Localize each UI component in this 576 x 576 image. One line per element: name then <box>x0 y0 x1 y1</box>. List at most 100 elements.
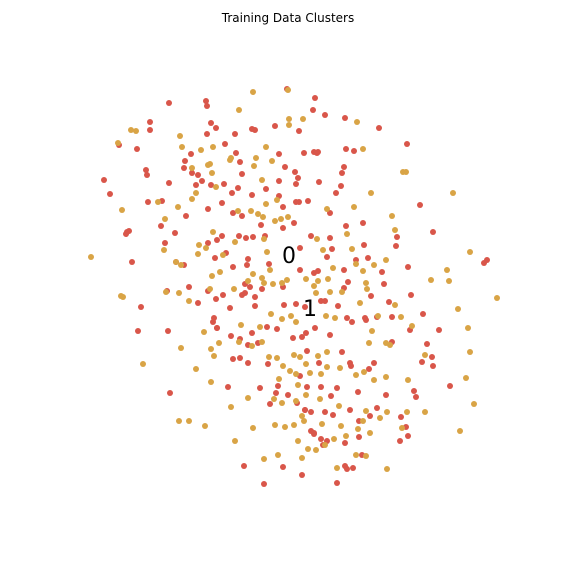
scatter-point <box>349 319 355 325</box>
scatter-point <box>239 171 245 177</box>
scatter-point <box>195 300 201 306</box>
scatter-point <box>366 340 372 346</box>
scatter-point <box>369 328 375 334</box>
scatter-point <box>267 401 273 407</box>
scatter-point <box>276 376 282 382</box>
scatter-point <box>322 298 328 304</box>
scatter-point <box>236 339 242 345</box>
scatter-point <box>213 125 219 131</box>
scatter-point <box>311 283 317 289</box>
scatter-point <box>242 290 248 296</box>
scatter-point <box>261 280 267 286</box>
scatter-point <box>144 172 150 178</box>
scatter-point <box>330 412 336 418</box>
scatter-point <box>228 404 234 410</box>
scatter-point <box>276 151 282 157</box>
scatter-point <box>419 359 425 365</box>
scatter-point <box>166 100 172 106</box>
scatter-point <box>274 355 280 361</box>
scatter-point <box>296 128 302 134</box>
scatter-point <box>296 199 302 205</box>
scatter-point <box>285 87 291 93</box>
scatter-point <box>305 446 311 452</box>
scatter-point <box>368 293 374 299</box>
scatter-point <box>341 164 347 170</box>
scatter-point <box>303 361 309 367</box>
scatter-point <box>280 363 286 369</box>
scatter-point <box>186 284 192 290</box>
scatter-point <box>386 299 392 305</box>
scatter-point <box>330 265 336 271</box>
scatter-point <box>264 324 270 330</box>
scatter-point <box>295 382 301 388</box>
scatter-point <box>201 329 207 335</box>
scatter-point <box>356 434 362 440</box>
scatter-point <box>178 262 184 268</box>
scatter-point <box>135 328 141 334</box>
scatter-point <box>331 436 337 442</box>
scatter-point <box>290 335 296 341</box>
scatter-point <box>302 304 308 310</box>
scatter-point <box>163 289 169 295</box>
scatter-point <box>383 257 389 263</box>
scatter-point <box>238 322 244 328</box>
scatter-point <box>261 236 267 242</box>
scatter-point <box>209 170 215 176</box>
scatter-point <box>244 262 250 268</box>
scatter-point <box>268 311 274 317</box>
scatter-point <box>409 323 415 329</box>
scatter-point <box>291 352 297 358</box>
scatter-point <box>249 330 255 336</box>
scatter-point <box>198 147 204 153</box>
scatter-point <box>363 408 369 414</box>
scatter-point <box>322 442 328 448</box>
scatter-point <box>161 247 167 253</box>
scatter-point <box>377 415 383 421</box>
scatter-point <box>209 273 215 279</box>
scatter-point <box>273 390 279 396</box>
scatter-point <box>227 305 233 311</box>
scatter-point <box>220 292 226 298</box>
scatter-point <box>229 190 235 196</box>
scatter-point <box>332 315 338 321</box>
cluster-labels-layer: 01 <box>282 244 317 322</box>
scatter-point <box>258 222 264 228</box>
scatter-point <box>345 279 351 285</box>
scatter-point <box>467 249 473 255</box>
scatter-point <box>199 178 205 184</box>
scatter-point <box>389 314 395 320</box>
scatter-point <box>404 409 410 415</box>
scatter-point <box>351 148 357 154</box>
scatter-point <box>259 286 265 292</box>
scatter-point <box>293 371 299 377</box>
scatter-point <box>308 409 314 415</box>
scatter-point <box>88 254 94 260</box>
scatter-point <box>316 179 322 185</box>
scatter-point <box>422 409 428 415</box>
scatter-point <box>186 298 192 304</box>
scatter-point <box>322 112 328 118</box>
scatter-point <box>339 349 345 355</box>
scatter-point <box>376 125 382 131</box>
scatter-point <box>147 119 153 125</box>
scatter-point <box>280 225 286 231</box>
scatter-point <box>384 466 390 472</box>
scatter-point <box>318 436 324 442</box>
scatter-point <box>195 251 201 257</box>
scatter-point <box>304 384 310 390</box>
scatter-point <box>295 438 301 444</box>
scatter-point <box>424 341 430 347</box>
scatter-point <box>313 290 319 296</box>
scatter-point <box>393 243 399 249</box>
scatter-point <box>299 413 305 419</box>
scatter-point <box>166 180 172 186</box>
scatter-point <box>204 103 210 109</box>
scatter-point <box>322 409 328 415</box>
scatter-point <box>299 455 305 461</box>
scatter-point <box>360 220 366 226</box>
scatter-point <box>260 214 266 220</box>
scatter-point <box>284 277 290 283</box>
scatter-point <box>272 422 278 428</box>
scatter-point <box>307 370 313 376</box>
scatter-point <box>405 433 411 439</box>
